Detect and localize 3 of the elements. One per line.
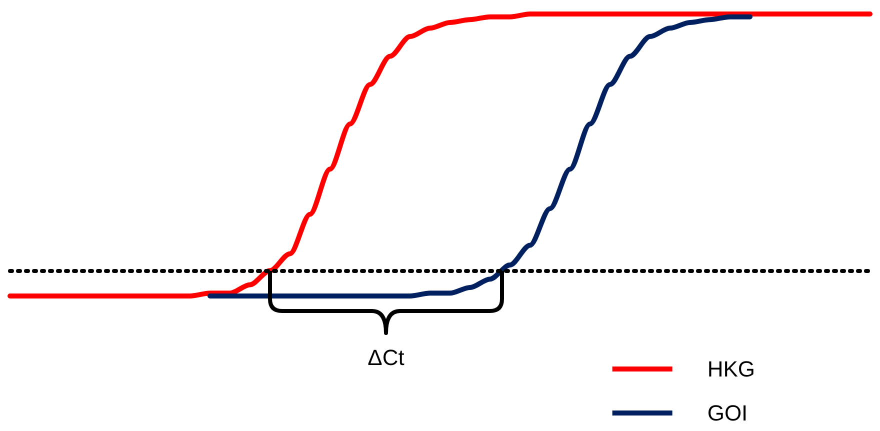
- legend-label: HKG: [707, 356, 756, 382]
- legend-label: GOI: [707, 400, 748, 426]
- text: ΔCt: [368, 344, 404, 371]
